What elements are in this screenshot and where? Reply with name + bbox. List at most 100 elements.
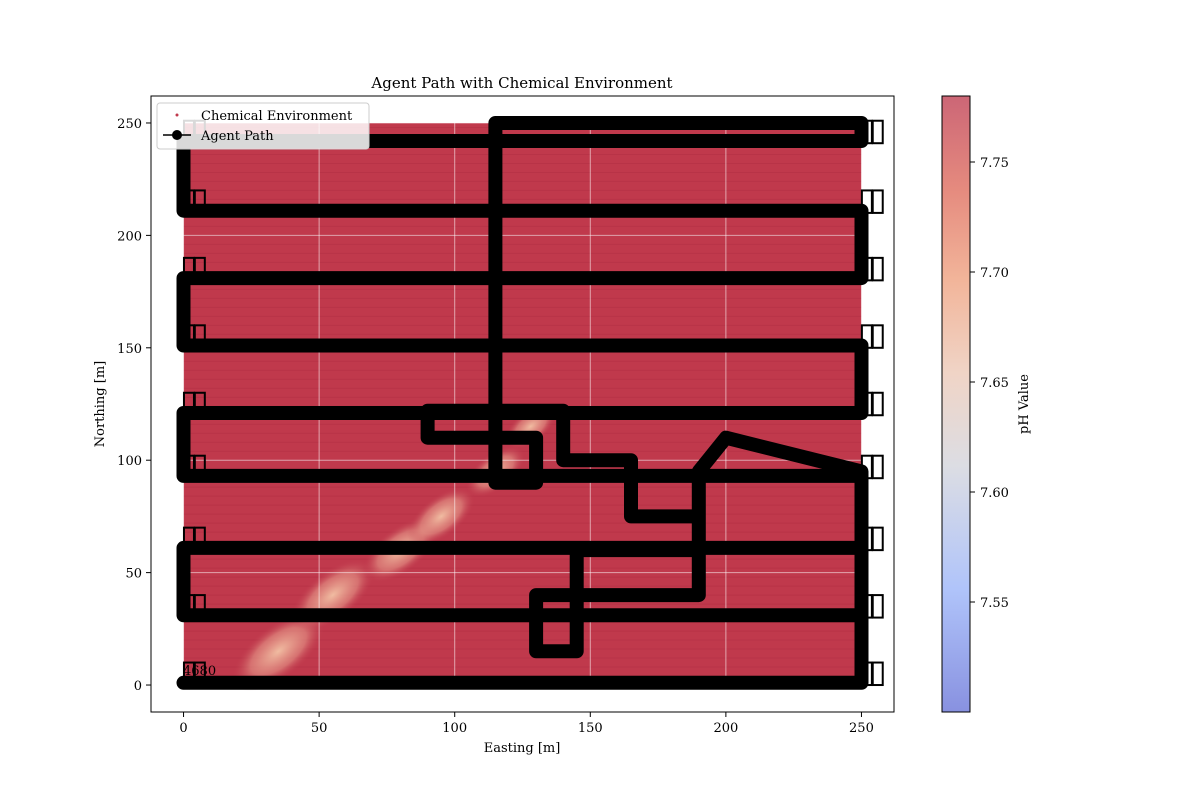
agent-path-point: [570, 632, 584, 646]
agent-path-point: [338, 271, 352, 285]
agent-path-point: [370, 469, 384, 483]
colorbar-tick-label: 7.65: [980, 376, 1009, 391]
agent-path-point: [725, 271, 739, 285]
agent-path-point: [709, 204, 723, 218]
agent-path-point: [645, 204, 659, 218]
agent-path-point: [386, 406, 400, 420]
legend-marker-path: [172, 130, 182, 140]
agent-path-point: [488, 116, 502, 130]
agent-path-point: [543, 644, 557, 658]
agent-path-point: [693, 339, 707, 353]
agent-path-point: [548, 608, 562, 622]
agent-path-point: [709, 469, 723, 483]
agent-path-point: [488, 249, 502, 263]
agent-path-point: [677, 406, 691, 420]
agent-path-point: [556, 453, 570, 467]
agent-path-point: [421, 404, 435, 418]
agent-path-point: [624, 495, 638, 509]
agent-path-point: [386, 271, 400, 285]
agent-path-point: [643, 588, 657, 602]
agent-path-point: [692, 464, 706, 478]
agent-path-point: [225, 608, 239, 622]
agent-path-point: [488, 329, 502, 343]
agent-path-point: [209, 676, 223, 690]
agent-path-point: [467, 339, 481, 353]
agent-path-point: [854, 557, 868, 571]
agent-path-point: [529, 446, 543, 460]
agent-path-point: [435, 608, 449, 622]
agent-path-point: [403, 204, 417, 218]
agent-path-point: [548, 541, 562, 555]
agent-path-point: [612, 608, 626, 622]
agent-path-point: [386, 608, 400, 622]
agent-path-point: [628, 339, 642, 353]
agent-path-point: [628, 271, 642, 285]
agent-path-point: [177, 298, 191, 312]
agent-path-point: [290, 541, 304, 555]
agent-path-point: [306, 541, 320, 555]
agent-path-point: [564, 339, 578, 353]
agent-path-point: [257, 339, 271, 353]
agent-path-point: [306, 271, 320, 285]
agent-path-point: [758, 676, 772, 690]
agent-path-point: [774, 608, 788, 622]
agent-path-point: [774, 271, 788, 285]
agent-path-point: [467, 676, 481, 690]
agent-path-point: [273, 676, 287, 690]
agent-path-point: [488, 156, 502, 170]
agent-path-point: [645, 134, 659, 148]
agent-path-point: [695, 116, 709, 130]
agent-path-point: [209, 469, 223, 483]
agent-path-point: [741, 608, 755, 622]
agent-path-point: [854, 217, 868, 231]
agent-path-point: [692, 530, 706, 544]
agent-path-point: [596, 339, 610, 353]
agent-path-point: [709, 608, 723, 622]
agent-path-point: [273, 406, 287, 420]
agent-path-point: [467, 469, 481, 483]
agent-path-point: [241, 541, 255, 555]
agent-path-point: [854, 636, 868, 650]
agent-path-point: [548, 469, 562, 483]
agent-path-point: [854, 504, 868, 518]
agent-path-point: [545, 588, 559, 602]
agent-path-point: [645, 676, 659, 690]
agent-path-cluster: [871, 119, 884, 145]
agent-path-point: [257, 541, 271, 555]
agent-path-point: [488, 302, 502, 316]
agent-path-point: [435, 204, 449, 218]
agent-path-cluster: [871, 324, 884, 349]
agent-path-point: [580, 271, 594, 285]
agent-path-point: [693, 204, 707, 218]
agent-path-cluster: [871, 391, 884, 417]
agent-path-point: [306, 339, 320, 353]
agent-path-point: [403, 676, 417, 690]
agent-path-point: [505, 404, 519, 418]
agent-path-point: [790, 134, 804, 148]
agent-path-point: [594, 588, 608, 602]
agent-path-point: [711, 116, 725, 130]
agent-path-point: [536, 116, 550, 130]
agent-path-point: [471, 404, 485, 418]
agent-path-point: [764, 442, 778, 456]
agent-path-point: [645, 608, 659, 622]
legend: Chemical Environment Agent Path: [156, 102, 370, 150]
plume-point: [232, 611, 325, 691]
agent-path-point: [677, 608, 691, 622]
y-tick-label: 250: [117, 117, 142, 132]
agent-path-point: [661, 543, 675, 557]
agent-path-point: [488, 209, 502, 223]
agent-path-point: [677, 543, 691, 557]
agent-path-point: [548, 271, 562, 285]
agent-path-point: [177, 419, 191, 433]
agent-path-point: [743, 116, 757, 130]
agent-path-point: [677, 271, 691, 285]
agent-path-point: [645, 271, 659, 285]
agent-path-point: [790, 608, 804, 622]
agent-path-point: [370, 608, 384, 622]
agent-path-point: [177, 312, 191, 326]
agent-path-point: [193, 271, 207, 285]
agent-path-point: [612, 676, 626, 690]
agent-path-point: [741, 469, 755, 483]
agent-path-point: [661, 676, 675, 690]
